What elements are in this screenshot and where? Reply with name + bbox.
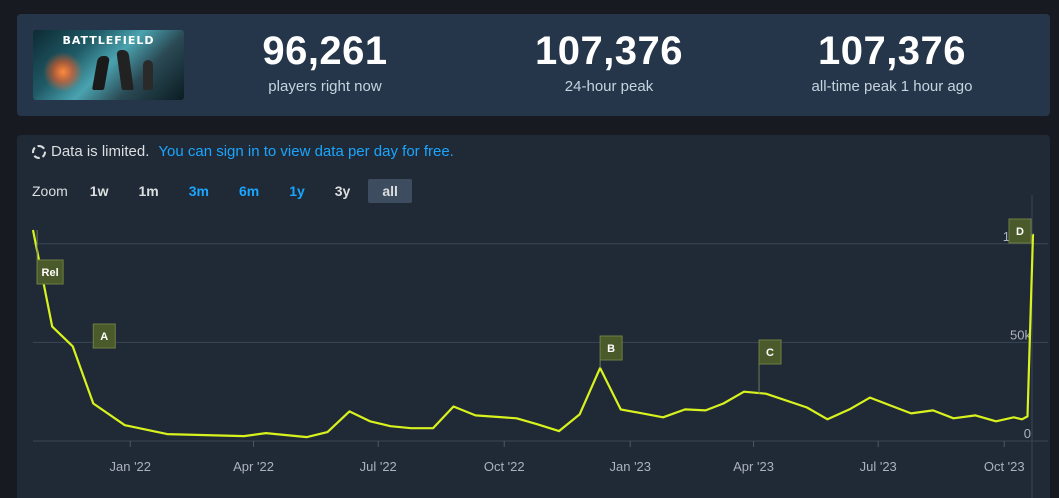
stat-label: 24-hour peak xyxy=(564,78,654,95)
zoom-all-button[interactable]: all xyxy=(368,179,412,203)
series-line xyxy=(31,229,1035,439)
x-tick-label: Apr '23 xyxy=(733,459,774,474)
stats-panel: BATTLEFIELD 96,261 players right now 107… xyxy=(17,14,1050,116)
zoom-1w-button[interactable]: 1w xyxy=(89,183,109,199)
x-tick-label: Oct '23 xyxy=(984,459,1025,474)
annotation-flag xyxy=(758,339,782,365)
annotation-flag-label: C xyxy=(766,347,774,359)
annotation-flag-label: B xyxy=(607,343,615,355)
cover-title: BATTLEFIELD xyxy=(62,34,155,47)
zoom-1y-button[interactable]: 1y xyxy=(289,183,305,199)
annotation-flag xyxy=(36,259,64,285)
y-tick-label: 50k xyxy=(1010,327,1031,342)
notice-text: Data is limited. xyxy=(51,143,150,160)
annotation-flag-label: A xyxy=(100,331,108,343)
stat-value: 107,376 xyxy=(534,29,684,73)
x-tick-label: Jul '23 xyxy=(860,459,897,474)
zoom-1m-button[interactable]: 1m xyxy=(138,183,159,199)
x-tick-label: Oct '22 xyxy=(484,459,525,474)
stat-current-players: 96,261 players right now xyxy=(200,30,450,95)
stat-value: 107,376 xyxy=(817,29,967,73)
chart-panel: Data is limited. You can sign in to view… xyxy=(17,135,1050,498)
zoom-3y-button[interactable]: 3y xyxy=(334,183,351,199)
sign-in-link[interactable]: You can sign in to view data per day for… xyxy=(158,143,454,160)
zoom-label: Zoom xyxy=(32,183,68,199)
x-tick-label: Jan '22 xyxy=(110,459,152,474)
stat-all-time-peak: 107,376 all-time peak 1 hour ago xyxy=(767,30,1017,95)
annotation-flag xyxy=(1008,218,1032,244)
cover-soldier-1 xyxy=(92,56,110,90)
y-tick-label: 0 xyxy=(1024,426,1031,441)
data-limited-notice: Data is limited. You can sign in to view… xyxy=(32,143,454,160)
dashed-circle-icon xyxy=(32,144,46,159)
stat-label: all-time peak 1 hour ago xyxy=(811,78,973,95)
cover-soldier-2 xyxy=(116,50,134,90)
cover-soldier-3 xyxy=(143,60,153,90)
cover-explosion xyxy=(43,52,83,92)
zoom-3m-button[interactable]: 3m xyxy=(188,183,209,199)
x-tick-label: Apr '22 xyxy=(233,459,274,474)
game-cover-image[interactable]: BATTLEFIELD xyxy=(33,30,184,100)
annotation-flag-label: D xyxy=(1016,226,1024,238)
stat-24h-peak: 107,376 24-hour peak xyxy=(484,30,734,95)
stat-label: players right now xyxy=(268,78,382,95)
stat-value: 96,261 xyxy=(262,29,388,73)
zoom-controls: Zoom 1w 1m 3m 6m 1y 3y all xyxy=(32,179,426,203)
x-tick-label: Jul '22 xyxy=(360,459,397,474)
zoom-6m-button[interactable]: 6m xyxy=(238,183,260,199)
x-tick-label: Jan '23 xyxy=(610,459,652,474)
annotation-flag xyxy=(599,335,623,361)
annotation-flag-label: Rel xyxy=(42,267,59,279)
annotation-flag xyxy=(92,323,116,349)
